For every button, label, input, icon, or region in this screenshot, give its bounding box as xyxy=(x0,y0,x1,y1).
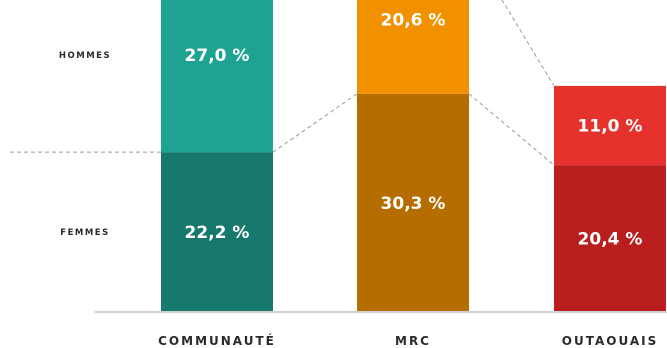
data-label-outaouais-femmes: 20,4 % xyxy=(578,230,643,250)
bar-mrc-femmes xyxy=(357,93,469,312)
data-label-communaute-hommes: 27,0 % xyxy=(185,46,250,66)
connector-lines xyxy=(10,0,555,166)
category-label-outaouais: OUTAOUAIS xyxy=(562,334,658,348)
data-label-mrc-femmes: 30,3 % xyxy=(381,194,446,214)
bars-group xyxy=(161,0,666,312)
connector-mid-0 xyxy=(272,93,358,153)
data-label-outaouais-hommes: 11,0 % xyxy=(578,117,643,137)
bar-outaouais-femmes xyxy=(554,165,666,312)
series-label-hommes: HOMMES xyxy=(59,51,111,61)
labels-group: 22,2 % 27,0 % COMMUNAUTÉ 30,3 % 20,6 % MRC 20,… xyxy=(59,11,658,348)
connector-top-1 xyxy=(501,0,555,87)
series-label-femmes: FEMMES xyxy=(60,228,109,238)
bar-outaouais-hommes xyxy=(554,85,666,166)
data-label-mrc-hommes: 20,6 % xyxy=(381,11,446,31)
bar-communaute-hommes xyxy=(161,0,273,153)
category-label-communaute: COMMUNAUTÉ xyxy=(158,333,276,348)
bar-communaute-femmes xyxy=(161,152,273,312)
category-label-mrc: MRC xyxy=(395,334,431,348)
data-label-communaute-femmes: 22,2 % xyxy=(185,223,250,243)
connector-mid-1 xyxy=(468,93,555,166)
bar-mrc-hommes xyxy=(357,0,469,94)
